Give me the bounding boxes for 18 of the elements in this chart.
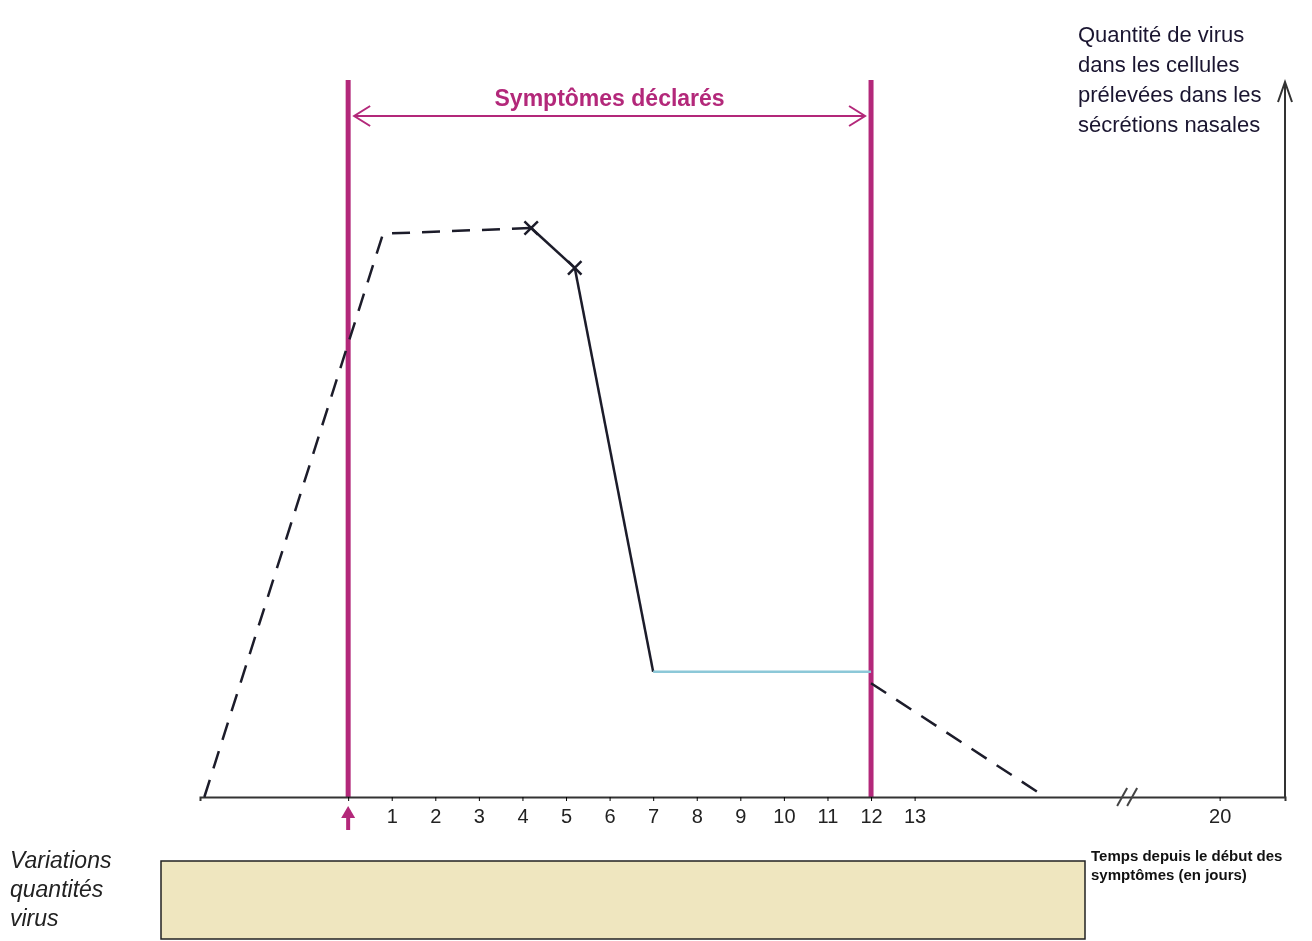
x-tick-label: 3 [473, 805, 485, 828]
x-tick-label: 12 [860, 805, 883, 828]
x-tick-label: 1 [386, 805, 398, 828]
text: Variations quantités virus [10, 847, 112, 931]
x-tick-label: 10 [773, 805, 796, 828]
x-tick-label: 11 [817, 805, 839, 828]
x-tick-label: 6 [604, 805, 616, 828]
x-axis-title: Temps depuis le début des symptômes (en jours) [1091, 847, 1283, 883]
x-tick-label: 5 [560, 805, 573, 828]
x-tick-label: 13 [903, 805, 927, 828]
x-tick-label: 7 [648, 805, 660, 828]
y-axis-title: Quantité de virus dans les cellules prélevées dans les sécrétions nasales [1078, 22, 1262, 137]
x-tick-label: 9 [735, 805, 747, 828]
x-tick-label: 2 [430, 805, 442, 828]
x-tick-label: 8 [691, 805, 703, 828]
x-tick-label: 4 [517, 805, 529, 828]
text: Symptômes déclarés [494, 85, 725, 111]
x-tick-label: 20 [1209, 805, 1232, 828]
